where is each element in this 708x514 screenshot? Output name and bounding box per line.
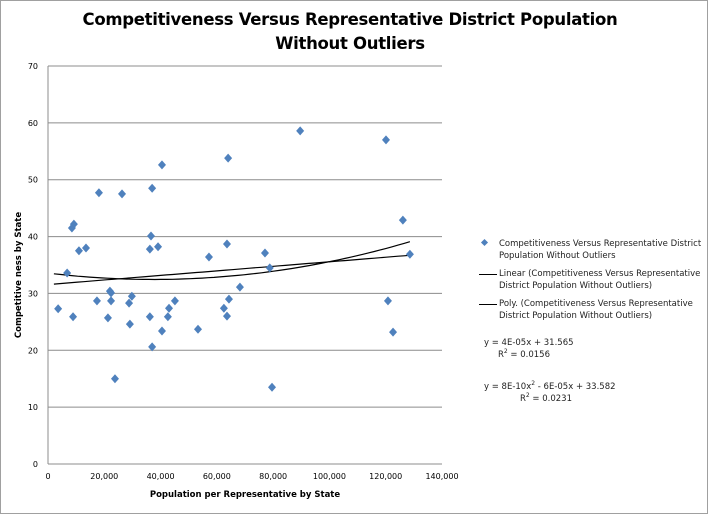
- legend-label: Linear (Competitiveness Versus Represent…: [499, 269, 701, 291]
- data-point: [125, 298, 134, 308]
- y-tick-label: 20: [28, 346, 38, 355]
- data-point: [194, 324, 203, 334]
- poly-equation: y = 8E-10x2 - 6E-05x + 33.582 R2 = 0.023…: [484, 380, 616, 404]
- data-point: [154, 242, 163, 252]
- line-swatch-icon: [479, 274, 497, 275]
- legend-label: Poly. (Competitiveness Versus Representa…: [499, 299, 693, 321]
- data-point: [127, 291, 136, 301]
- x-tick-label: 140,000: [425, 472, 458, 481]
- data-point: [103, 313, 112, 323]
- data-point: [204, 252, 213, 262]
- data-point: [107, 288, 116, 298]
- data-point: [235, 282, 244, 292]
- x-tick-label: 80,000: [259, 472, 287, 481]
- x-tick-label: 100,000: [313, 472, 346, 481]
- data-point: [145, 312, 154, 322]
- data-point: [147, 231, 156, 241]
- x-tick-label: 0: [45, 472, 50, 481]
- data-point: [381, 135, 390, 145]
- diamond-marker-icon: [480, 238, 489, 247]
- data-point: [118, 189, 127, 199]
- data-point: [74, 246, 83, 256]
- data-point: [383, 296, 392, 306]
- data-point: [260, 248, 269, 258]
- legend-item-poly: Poly. (Competitiveness Versus Representa…: [475, 298, 705, 322]
- poly-eq-b: - 6E-05x + 33.582: [535, 381, 616, 392]
- y-tick-label: 0: [33, 460, 38, 469]
- r2-value: = 0.0156: [507, 349, 551, 360]
- data-point: [107, 296, 116, 306]
- y-tick-label: 40: [28, 233, 38, 242]
- linear-equation: y = 4E-05x + 31.565 R2 = 0.0156: [484, 338, 574, 360]
- data-point: [163, 312, 172, 322]
- poly-equation-text: y = 8E-10x2 - 6E-05x + 33.582: [484, 380, 616, 392]
- data-point: [94, 188, 103, 198]
- data-point: [69, 219, 78, 229]
- y-tick-label: 70: [28, 62, 38, 71]
- y-tick-label: 50: [28, 176, 38, 185]
- data-point: [145, 244, 154, 254]
- legend-label: Competitiveness Versus Representative Di…: [499, 239, 702, 261]
- data-point: [222, 239, 231, 249]
- linear-r2: R2 = 0.0156: [498, 348, 551, 360]
- data-point: [222, 311, 231, 321]
- data-point: [125, 319, 134, 329]
- data-point: [224, 153, 233, 163]
- linear-equation-text: y = 4E-05x + 31.565: [484, 338, 574, 348]
- poly-eq-a: y = 8E-10x: [484, 381, 532, 392]
- data-point: [81, 243, 90, 253]
- trendline-linear: [53, 254, 410, 285]
- data-point: [296, 126, 305, 136]
- data-point: [170, 296, 179, 306]
- data-point: [148, 183, 157, 193]
- legend-item-linear: Linear (Competitiveness Versus Represent…: [475, 268, 705, 292]
- data-point: [157, 160, 166, 170]
- data-point: [389, 327, 398, 337]
- data-point: [54, 304, 63, 314]
- data-point: [63, 268, 72, 278]
- x-tick-label: 20,000: [90, 472, 118, 481]
- data-point: [219, 303, 228, 313]
- data-point: [224, 294, 233, 304]
- data-point: [405, 249, 414, 259]
- y-tick-label: 10: [28, 403, 38, 412]
- y-tick-label: 60: [28, 119, 38, 128]
- data-point: [157, 326, 166, 336]
- trendline-poly2: [53, 241, 411, 281]
- x-tick-label: 60,000: [203, 472, 231, 481]
- data-point: [165, 303, 174, 313]
- legend: Competitiveness Versus Representative Di…: [475, 238, 705, 328]
- y-tick-label: 30: [28, 289, 38, 298]
- line-swatch-icon: [479, 304, 497, 305]
- x-tick-label: 40,000: [147, 472, 175, 481]
- data-point: [148, 342, 157, 352]
- r2-value: = 0.0231: [529, 393, 573, 404]
- x-tick-label: 120,000: [369, 472, 402, 481]
- data-point: [398, 215, 407, 225]
- data-point: [69, 312, 78, 322]
- r2-label: R: [498, 349, 504, 360]
- poly-r2: R2 = 0.0231: [520, 391, 573, 404]
- data-point: [265, 263, 274, 273]
- legend-item-data: Competitiveness Versus Representative Di…: [475, 238, 705, 262]
- x-axis-label: Population per Representative by State: [150, 490, 341, 500]
- chart-title: Competitiveness Versus Representative Di…: [82, 10, 618, 53]
- data-point: [110, 374, 119, 384]
- data-point: [92, 296, 101, 306]
- r2-label: R: [520, 393, 526, 404]
- y-axis-label: Competitive ness by State: [14, 212, 24, 338]
- data-point: [268, 382, 277, 392]
